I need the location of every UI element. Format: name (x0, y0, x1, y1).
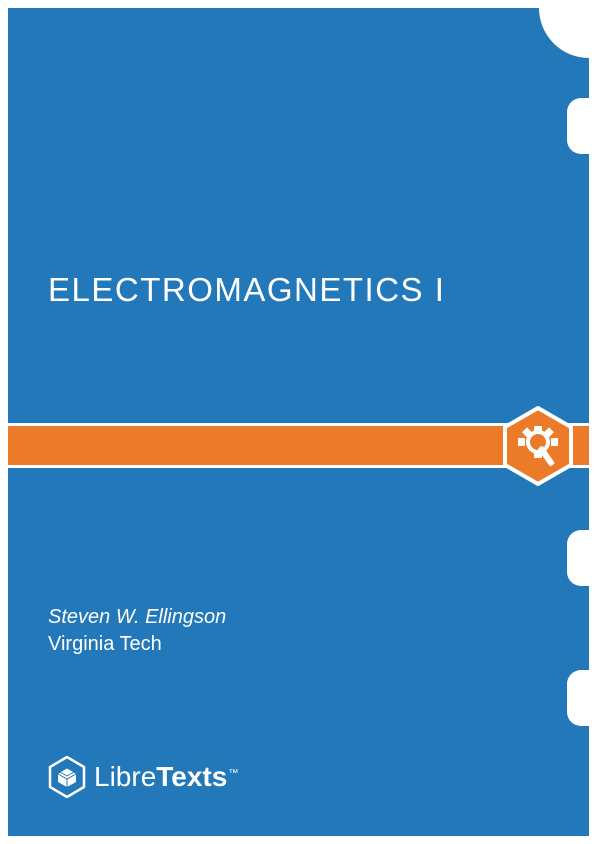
trademark-symbol: ™ (228, 768, 238, 779)
engineering-badge (498, 406, 578, 486)
libretexts-logo: LibreTexts™ (48, 756, 238, 798)
book-title: ELECTROMAGNETICS I (48, 271, 445, 309)
book-cover: ELECTROMAGNETICS I Steven W. Ellingson V… (8, 8, 589, 836)
brand-prefix: Libre (94, 761, 156, 792)
corner-cutout (539, 8, 589, 58)
book-hex-icon (48, 756, 86, 798)
tab-notch (567, 98, 589, 154)
brand-name: LibreTexts™ (94, 761, 238, 793)
tab-notch (567, 530, 589, 586)
institution-name: Virginia Tech (48, 633, 162, 656)
brand-suffix: Texts (156, 761, 227, 792)
tab-notch (567, 670, 589, 726)
author-name: Steven W. Ellingson (48, 606, 226, 629)
